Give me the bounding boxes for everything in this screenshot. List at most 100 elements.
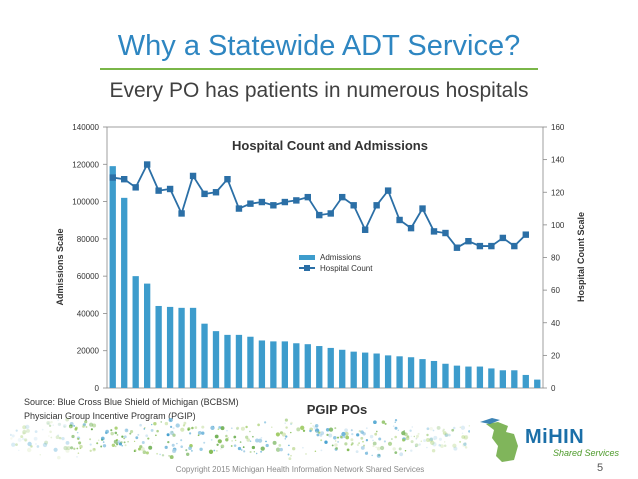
decorative-dot bbox=[121, 444, 124, 447]
decorative-dot bbox=[160, 421, 162, 423]
decorative-dot bbox=[57, 434, 60, 437]
decorative-dot bbox=[464, 442, 467, 444]
hospital-count-marker bbox=[327, 210, 334, 217]
decorative-dot bbox=[24, 439, 27, 442]
decorative-dot bbox=[58, 436, 62, 440]
decorative-dot bbox=[159, 453, 161, 456]
decorative-dot bbox=[123, 435, 127, 439]
decorative-dot bbox=[442, 431, 447, 435]
hospital-count-marker bbox=[419, 205, 426, 212]
decorative-dot bbox=[161, 454, 165, 457]
decorative-dot bbox=[70, 446, 74, 450]
decorative-dot bbox=[372, 439, 374, 442]
decorative-dot bbox=[394, 426, 398, 430]
decorative-dot bbox=[217, 439, 222, 444]
decorative-dot bbox=[463, 434, 469, 440]
decorative-dot bbox=[360, 436, 364, 440]
decorative-dot bbox=[61, 436, 65, 441]
decorative-dot bbox=[48, 424, 52, 427]
decorative-dot bbox=[124, 428, 129, 433]
decorative-dot bbox=[22, 432, 26, 435]
decorative-dot bbox=[428, 438, 433, 443]
decorative-dot bbox=[172, 448, 177, 454]
hospital-count-marker bbox=[476, 242, 484, 250]
copyright-footer: Copyright 2015 Michigan Health Informati… bbox=[175, 465, 425, 474]
decorative-dot bbox=[216, 450, 218, 452]
hospital-count-marker bbox=[384, 187, 392, 194]
decorative-dot bbox=[344, 431, 349, 436]
hospital-count-marker bbox=[511, 242, 518, 250]
decorative-dot bbox=[394, 421, 396, 423]
decorative-dot bbox=[336, 436, 340, 439]
decorative-dot bbox=[324, 440, 328, 444]
decorative-dot bbox=[89, 443, 92, 446]
y-tick-label: 20000 bbox=[77, 347, 100, 356]
decorative-dot bbox=[191, 426, 194, 430]
decorative-dot bbox=[325, 428, 330, 432]
decorative-dot bbox=[410, 440, 414, 444]
decorative-dot bbox=[89, 422, 94, 427]
hospital-count-marker bbox=[109, 174, 116, 181]
decorative-dot bbox=[240, 426, 245, 431]
decorative-dot bbox=[415, 445, 417, 448]
decorative-dot bbox=[265, 443, 269, 448]
decorative-dot bbox=[210, 439, 213, 441]
decorative-dot bbox=[438, 443, 441, 447]
decorative-dot bbox=[315, 430, 318, 433]
decorative-dot bbox=[97, 439, 100, 442]
decorative-dot bbox=[394, 451, 398, 454]
decorative-dot bbox=[124, 444, 127, 447]
decorative-dot bbox=[405, 436, 410, 441]
decorative-dot bbox=[73, 447, 76, 450]
decorative-dot bbox=[372, 441, 377, 446]
decorative-dot bbox=[156, 429, 159, 433]
admissions-bar bbox=[534, 379, 541, 388]
decorative-dot bbox=[42, 442, 48, 448]
decorative-dot bbox=[139, 423, 142, 427]
decorative-dot bbox=[92, 423, 97, 428]
decorative-dot bbox=[123, 437, 125, 440]
hospital-count-marker bbox=[350, 202, 357, 209]
decorative-dot bbox=[369, 434, 374, 439]
admissions-bar bbox=[488, 368, 495, 388]
decorative-dot bbox=[360, 445, 365, 450]
admissions-bar bbox=[155, 305, 162, 388]
decorative-dot bbox=[75, 426, 78, 430]
decorative-dot bbox=[123, 441, 126, 444]
decorative-dot bbox=[463, 435, 468, 440]
decorative-dot bbox=[50, 436, 53, 439]
decorative-dot bbox=[415, 437, 418, 439]
decorative-dot bbox=[260, 446, 265, 451]
decorative-dot bbox=[335, 447, 338, 450]
decorative-dot bbox=[78, 441, 82, 445]
decorative-dot bbox=[414, 443, 419, 447]
decorative-dot bbox=[260, 450, 263, 453]
y-tick-label: 60000 bbox=[77, 272, 100, 281]
decorative-dot bbox=[153, 421, 157, 426]
decorative-dot-band bbox=[10, 418, 470, 460]
decorative-dot bbox=[373, 420, 377, 425]
decorative-dot bbox=[185, 449, 188, 452]
decorative-dot bbox=[77, 452, 80, 454]
decorative-dot bbox=[319, 433, 323, 437]
decorative-dot bbox=[21, 437, 25, 441]
decorative-dot bbox=[423, 439, 427, 443]
decorative-dot bbox=[376, 446, 381, 451]
decorative-dot bbox=[468, 425, 470, 427]
decorative-dot bbox=[328, 427, 334, 432]
hospital-count-marker bbox=[143, 161, 151, 168]
decorative-dot bbox=[426, 446, 428, 449]
decorative-dot bbox=[358, 429, 361, 433]
decorative-dot bbox=[320, 449, 323, 452]
decorative-dot bbox=[141, 441, 145, 444]
decorative-dot bbox=[331, 444, 334, 447]
decorative-dot bbox=[20, 435, 24, 439]
decorative-dot bbox=[310, 422, 312, 425]
decorative-dot bbox=[11, 442, 16, 447]
decorative-dot bbox=[334, 427, 337, 430]
decorative-dot bbox=[11, 434, 15, 438]
hospital-count-marker bbox=[465, 237, 472, 245]
decorative-dot bbox=[452, 443, 457, 448]
decorative-dot bbox=[10, 433, 12, 436]
decorative-dot bbox=[290, 431, 292, 434]
